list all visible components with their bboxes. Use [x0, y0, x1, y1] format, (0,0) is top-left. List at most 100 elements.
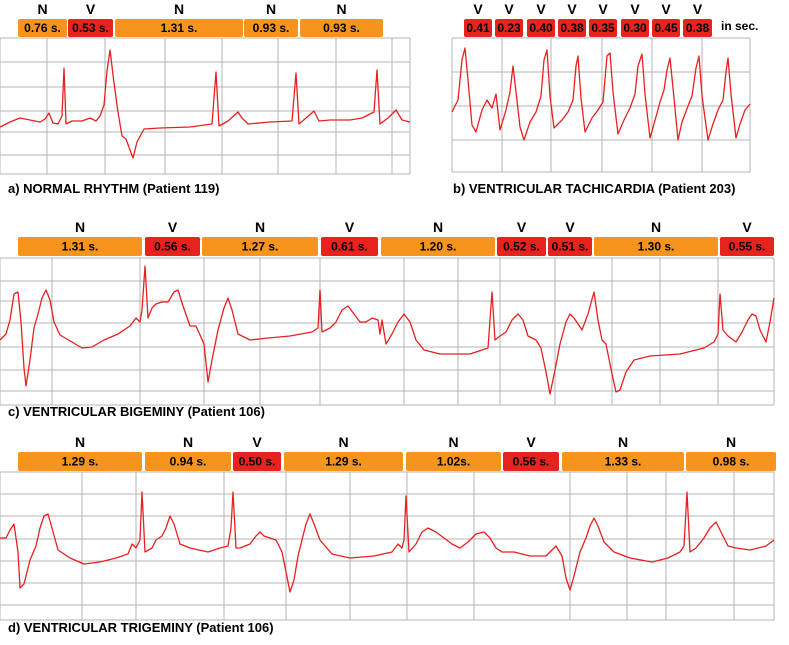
ecg-grid [0, 257, 775, 406]
normal-beat-box: N 1.29 s. [284, 434, 403, 471]
normal-beat-box: N 0.93 s. [244, 1, 298, 37]
ventricular-beat-box: V 0.53 s. [68, 1, 113, 37]
beat-interval-bar [503, 452, 559, 471]
ventricular-beat-box: V 0.38 [683, 1, 712, 37]
normal-beat-box: N 1.20 s. [381, 219, 495, 256]
normal-beat-box: N 0.98 s. [686, 434, 776, 471]
ecg-trace [0, 265, 775, 395]
beat-interval-label: 0.56 s. [513, 455, 550, 469]
beat-interval-label: 1.29 s. [62, 455, 99, 469]
ventricular-beat-box: V 0.23 [495, 1, 523, 37]
ventricular-beat-box: V 0.30 [621, 1, 649, 37]
ventricular-beat-box: V 0.55 s. [720, 219, 774, 256]
panel-ventricular-trigeminy: N 1.29 s. N 0.94 s. V 0.50 s. N 1.29 s. N 1.02s. V… [0, 428, 789, 621]
beat-interval-label: 1.29 s. [325, 455, 362, 469]
beat-type-label: N [75, 219, 85, 235]
beat-interval-bar [594, 237, 718, 256]
beat-type-label: V [630, 1, 640, 17]
normal-beat-box: N 1.27 s. [202, 219, 318, 256]
panel-d-caption: d) VENTRICULAR TRIGEMINY (Patient 106) [8, 620, 274, 635]
beat-interval-bar [548, 237, 592, 256]
ecg-grid [0, 471, 775, 621]
beat-type-label: V [504, 1, 514, 17]
beat-interval-label: 1.33 s. [605, 455, 642, 469]
beat-interval-bar [495, 19, 523, 37]
beat-interval-label: 1.27 s. [242, 240, 279, 254]
beat-interval-label: 0.45 [654, 21, 678, 35]
panel-b-caption: b) VENTRICULAR TACHICARDIA (Patient 203) [453, 181, 736, 196]
beat-type-label: N [726, 434, 736, 450]
beat-interval-bar [18, 237, 142, 256]
beat-type-label: V [345, 219, 355, 235]
beat-interval-label: 0.38 [686, 21, 710, 35]
panel-a-figure: N 0.76 s. V 0.53 s. N 1.31 s. N 0.93 s. N 0.93 s. [0, 1, 411, 175]
ventricular-beat-box: V 0.61 s. [321, 219, 378, 256]
beat-interval-label: 0.23 [497, 21, 521, 35]
beat-interval-label: 0.55 s. [729, 240, 766, 254]
beat-interval-bar [18, 452, 142, 471]
beat-interval-label: 0.98 s. [713, 455, 750, 469]
beat-type-label: N [336, 1, 346, 17]
beat-interval-label: 0.76 s. [24, 21, 61, 35]
beat-type-label: V [661, 1, 671, 17]
normal-beat-box: N 0.93 s. [300, 1, 383, 37]
beat-type-label: V [536, 1, 546, 17]
beat-type-label: V [86, 1, 96, 17]
beat-interval-label: 0.61 s. [331, 240, 368, 254]
beat-interval-label: 0.93 s. [323, 21, 360, 35]
beat-interval-label: 0.35 [591, 21, 615, 35]
normal-beat-box: N 1.31 s. [18, 219, 142, 256]
beat-type-label: V [565, 219, 575, 235]
beat-type-label: N [174, 1, 184, 17]
beat-interval-bar [683, 19, 712, 37]
panel-d-figure: N 1.29 s. N 0.94 s. V 0.50 s. N 1.29 s. N 1.02s. V… [0, 434, 776, 621]
panel-b-figure: V 0.41 V 0.23 V 0.40 V 0.38 V 0.35 V 0.30 V 0.45 V 0.38 [451, 1, 751, 173]
beat-type-label: V [168, 219, 178, 235]
beat-interval-bar [381, 237, 495, 256]
beat-interval-label: 1.20 s. [420, 240, 457, 254]
normal-beat-box: N 0.94 s. [145, 434, 231, 471]
ecg-trace [0, 49, 411, 159]
beat-type-label: N [255, 219, 265, 235]
beat-interval-label: 1.31 s. [161, 21, 198, 35]
ventricular-beat-box: V 0.52 s. [497, 219, 546, 256]
beat-interval-bar [652, 19, 680, 37]
beat-interval-bar [68, 19, 113, 37]
beat-interval-bar [720, 237, 774, 256]
beat-interval-bar [115, 19, 243, 37]
beat-interval-bar [18, 19, 67, 37]
beat-interval-bar [621, 19, 649, 37]
beat-type-label: V [473, 1, 483, 17]
beat-type-label: V [252, 434, 262, 450]
beat-interval-bar [145, 452, 231, 471]
beat-type-label: N [448, 434, 458, 450]
beat-interval-label: 0.41 [466, 21, 490, 35]
normal-beat-box: N 1.02s. [406, 434, 501, 471]
ventricular-beat-box: V 0.40 [527, 1, 555, 37]
beat-type-label: N [338, 434, 348, 450]
ventricular-beat-box: V 0.41 [464, 1, 492, 37]
beat-interval-label: 0.38 [560, 21, 584, 35]
beat-interval-bar [497, 237, 546, 256]
beat-interval-bar [284, 452, 403, 471]
beat-type-label: N [651, 219, 661, 235]
normal-beat-box: N 1.29 s. [18, 434, 142, 471]
panel-a-caption: a) NORMAL RHYTHM (Patient 119) [8, 181, 220, 196]
beat-interval-label: 0.50 s. [239, 455, 276, 469]
beat-interval-label: 1.30 s. [638, 240, 675, 254]
beat-interval-bar [145, 237, 200, 256]
beat-interval-label: 0.30 [623, 21, 647, 35]
beat-interval-bar [558, 19, 586, 37]
beat-type-label: V [567, 1, 577, 17]
beat-interval-label: 0.52 s. [503, 240, 540, 254]
beat-interval-bar [233, 452, 281, 471]
beat-type-label: V [693, 1, 703, 17]
panel-ventricular-tachycardia: V 0.41 V 0.23 V 0.40 V 0.38 V 0.35 V 0.30 V 0.45 V 0.38 [440, 0, 789, 200]
beat-interval-label: 0.56 s. [154, 240, 191, 254]
beat-type-label: V [742, 219, 752, 235]
ventricular-beat-box: V 0.38 [558, 1, 586, 37]
beat-interval-label: 0.53 s. [72, 21, 109, 35]
ecg-trace [451, 47, 751, 141]
beat-interval-bar [244, 19, 298, 37]
beat-interval-label: 0.93 s. [253, 21, 290, 35]
